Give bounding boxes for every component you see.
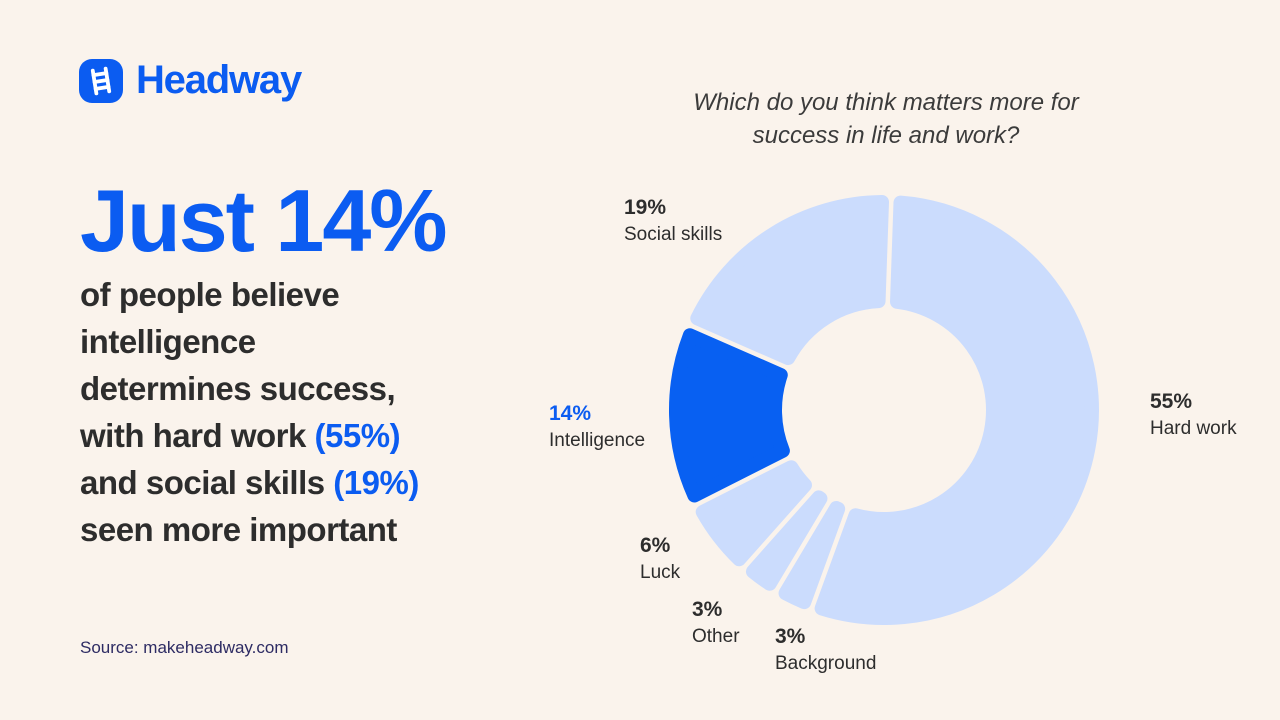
- name-background: Background: [775, 653, 877, 674]
- body-stat-social-skills: (19%): [333, 464, 419, 501]
- name-social-skills: Social skills: [624, 224, 723, 245]
- ladder-icon: [79, 58, 123, 103]
- label-luck: 6% Luck: [640, 532, 680, 586]
- headline-body: of people believe intelligence determine…: [80, 271, 540, 553]
- donut-segment-background: [778, 501, 846, 610]
- body-line-3: determines success,: [80, 370, 396, 407]
- brand-wordmark: Headway: [136, 58, 302, 102]
- name-hard-work: Hard work: [1150, 418, 1237, 439]
- pct-background: 3%: [775, 625, 806, 648]
- pct-intelligence: 14%: [549, 402, 592, 425]
- label-hard-work: 55% Hard work: [1150, 388, 1237, 442]
- donut-segment-other: [745, 490, 828, 591]
- pct-other: 3%: [692, 598, 723, 621]
- body-stat-hard-work: (55%): [314, 417, 401, 454]
- body-line-4: with hard work: [80, 417, 315, 454]
- chart-title: Which do you think matters more for succ…: [620, 86, 1152, 152]
- headway-logo: Headway: [79, 58, 302, 103]
- body-line-5: and social skills: [80, 464, 334, 501]
- body-line-2: intelligence: [80, 323, 256, 360]
- pct-social-skills: 19%: [624, 196, 667, 219]
- label-social-skills: 19% Social skills: [624, 194, 722, 248]
- name-luck: Luck: [640, 562, 681, 583]
- body-line-6: seen more important: [80, 511, 397, 548]
- chart-title-line-2: success in life and work?: [752, 122, 1020, 149]
- name-other: Other: [692, 626, 740, 647]
- body-line-1: of people believe: [80, 276, 340, 313]
- label-background: 3% Background: [775, 623, 876, 677]
- donut-segment-social-skills: [690, 195, 890, 366]
- donut-segment-hard-work: [814, 195, 1099, 625]
- chart-title-line-1: Which do you think matters more for: [693, 89, 1079, 116]
- donut-segment-luck: [695, 460, 812, 567]
- pct-luck: 6%: [640, 534, 671, 557]
- label-other: 3% Other: [692, 596, 740, 650]
- pct-hard-work: 55%: [1150, 390, 1193, 413]
- donut-segment-intelligence: [669, 328, 790, 503]
- source-text: Source: makeheadway.com: [80, 638, 289, 657]
- label-intelligence: 14% Intelligence: [549, 400, 645, 454]
- headline-stat: Just 14%: [80, 171, 448, 270]
- donut-chart: [669, 195, 1099, 625]
- name-intelligence: Intelligence: [549, 430, 646, 451]
